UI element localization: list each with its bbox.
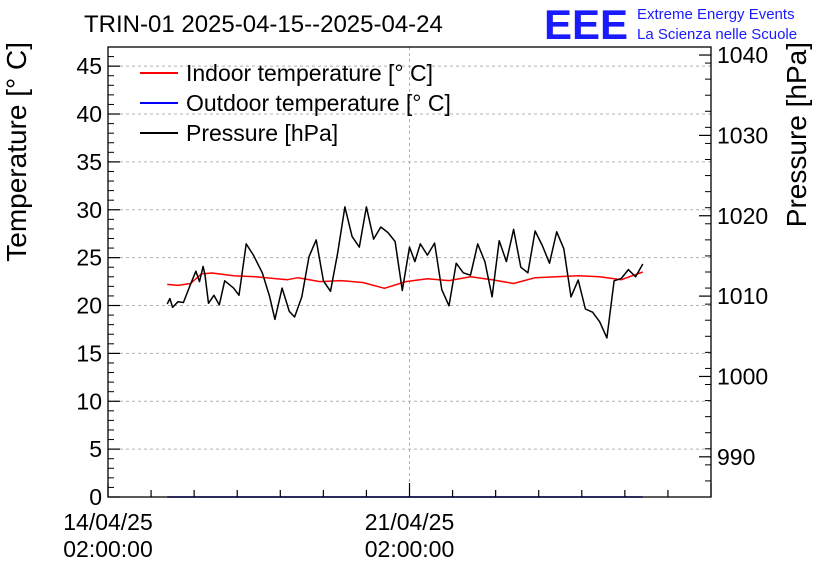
y2-tick-label: 1000 bbox=[717, 363, 768, 389]
y-tick-label: 15 bbox=[76, 340, 102, 366]
x-tick-label-date: 21/04/25 bbox=[365, 509, 455, 535]
y-tick-label: 10 bbox=[76, 388, 102, 414]
logo-mark: EEE bbox=[544, 1, 628, 48]
y-tick-label: 0 bbox=[89, 484, 102, 510]
y2-tick-label: 990 bbox=[717, 444, 755, 470]
axes: 0 5 10 15 20 25 30 35 40 45 990 1000 1010 1020 1030 104… bbox=[63, 42, 768, 562]
y-tick-label: 45 bbox=[76, 53, 102, 79]
chart-title: TRIN-01 2025-04-15--2025-04-24 bbox=[84, 11, 443, 38]
y2-tick-label: 1020 bbox=[717, 203, 768, 229]
series-line-2 bbox=[166, 206, 644, 339]
y-tick-label: 40 bbox=[76, 101, 102, 127]
y-axis-label: Temperature [° C] bbox=[1, 42, 32, 262]
x-tick-label-time: 02:00:00 bbox=[365, 536, 455, 562]
y-tick-label: 35 bbox=[76, 149, 102, 175]
y2-axis-label: Pressure [hPa] bbox=[781, 42, 812, 227]
y-tick-label: 30 bbox=[76, 197, 102, 223]
logo-line-2: La Scienza nelle Scuole bbox=[637, 26, 797, 43]
legend: Indoor temperature [° C] Outdoor temperat… bbox=[140, 60, 451, 146]
y-tick-label: 20 bbox=[76, 293, 102, 319]
y2-tick-label: 1030 bbox=[717, 122, 768, 148]
legend-label-1: Outdoor temperature [° C] bbox=[186, 90, 451, 116]
logo-line-1: Extreme Energy Events bbox=[637, 6, 795, 23]
eee-logo: EEE Extreme Energy Events La Scienza nel… bbox=[544, 1, 797, 48]
x-tick-label-time: 02:00:00 bbox=[63, 536, 153, 562]
legend-label-0: Indoor temperature [° C] bbox=[186, 60, 433, 86]
y-tick-label: 25 bbox=[76, 245, 102, 271]
y-tick-label: 5 bbox=[89, 436, 102, 462]
x-tick-label-date: 14/04/25 bbox=[63, 509, 153, 535]
y2-tick-label: 1040 bbox=[717, 42, 768, 68]
series-line-0 bbox=[167, 271, 644, 290]
legend-label-2: Pressure [hPa] bbox=[186, 120, 338, 146]
y2-tick-label: 1010 bbox=[717, 283, 768, 309]
